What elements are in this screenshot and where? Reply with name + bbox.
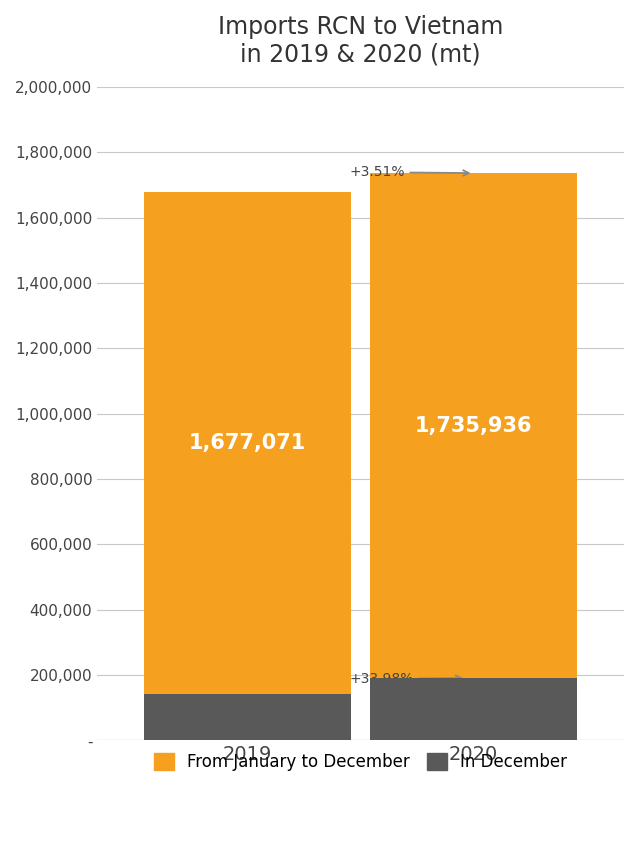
Text: +3.51%: +3.51% <box>350 165 468 180</box>
Bar <box>144 192 351 740</box>
Bar <box>144 694 351 740</box>
Text: +33.98%: +33.98% <box>350 672 461 685</box>
Text: 142,196: 142,196 <box>200 707 295 727</box>
Text: 190,514: 190,514 <box>426 699 521 719</box>
Bar <box>370 173 577 740</box>
Legend: From January to December, In December: From January to December, In December <box>148 746 574 778</box>
Title: Imports RCN to Vietnam
in 2019 & 2020 (mt): Imports RCN to Vietnam in 2019 & 2020 (m… <box>218 15 504 67</box>
Bar <box>370 678 577 740</box>
Text: 1,677,071: 1,677,071 <box>189 433 306 453</box>
Text: 1,735,936: 1,735,936 <box>415 416 532 436</box>
